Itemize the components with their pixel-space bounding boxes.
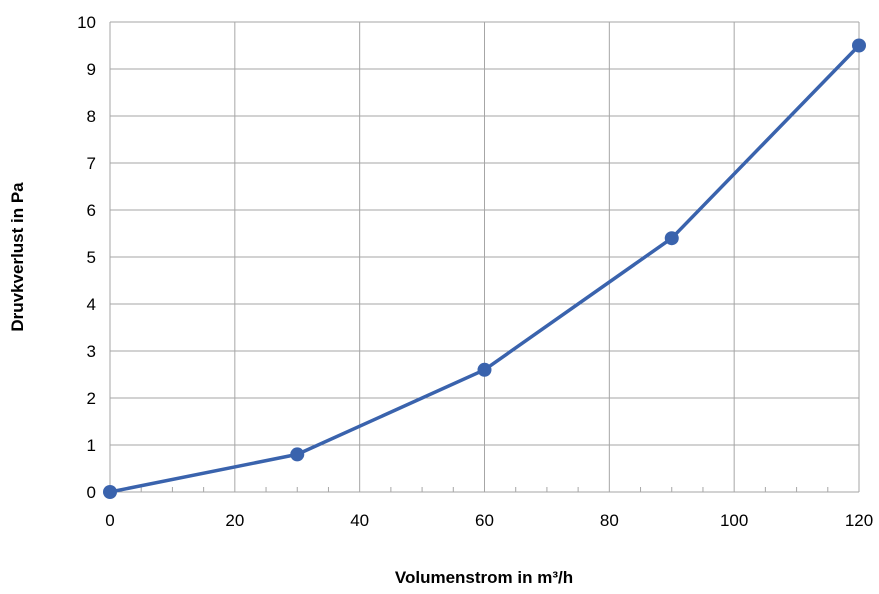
- minor-ticks: [140, 487, 829, 492]
- y-tick-label: 6: [87, 201, 96, 220]
- grid: [110, 21, 860, 492]
- y-tick-label: 3: [87, 342, 96, 361]
- y-axis-title: Druvkverlust in Pa: [8, 182, 27, 332]
- x-tick-label: 60: [475, 511, 494, 530]
- y-tick-label: 4: [87, 295, 96, 314]
- x-axis-title: Volumenstrom in m³/h: [395, 568, 573, 587]
- x-tick-label: 80: [600, 511, 619, 530]
- x-tick-label: 40: [350, 511, 369, 530]
- x-tick-label: 20: [225, 511, 244, 530]
- axes: [109, 22, 859, 493]
- y-tick-label: 2: [87, 389, 96, 408]
- y-tick-label: 7: [87, 154, 96, 173]
- x-tick-label: 120: [845, 511, 873, 530]
- y-tick-label: 8: [87, 107, 96, 126]
- y-tick-label: 0: [87, 483, 96, 502]
- data-point: [103, 485, 117, 499]
- x-tick-label: 100: [720, 511, 748, 530]
- data-point: [290, 447, 305, 462]
- y-tick-label: 10: [77, 13, 96, 32]
- data-point: [664, 231, 679, 246]
- y-tick-label: 1: [87, 436, 96, 455]
- y-tick-label: 9: [87, 60, 96, 79]
- x-tick-label: 0: [105, 511, 114, 530]
- data-point: [852, 38, 866, 53]
- series: [103, 38, 866, 499]
- data-point: [477, 362, 492, 377]
- y-tick-label: 5: [87, 248, 96, 267]
